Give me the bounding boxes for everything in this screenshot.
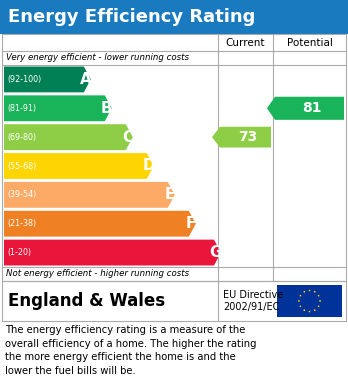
Polygon shape [308,289,311,292]
Text: (21-38): (21-38) [7,219,36,228]
Polygon shape [4,153,154,179]
Bar [277,285,342,317]
Text: (92-100): (92-100) [7,75,41,84]
Polygon shape [298,300,300,302]
Text: Current: Current [226,38,265,47]
Text: (55-68): (55-68) [7,161,36,170]
Polygon shape [314,309,316,311]
Text: Very energy efficient - lower running costs: Very energy efficient - lower running co… [6,54,189,63]
Text: Energy Efficiency Rating: Energy Efficiency Rating [8,8,255,26]
Text: 81: 81 [302,101,321,115]
Text: (81-91): (81-91) [7,104,36,113]
Polygon shape [212,127,271,147]
Text: England & Wales: England & Wales [8,292,165,310]
Polygon shape [4,95,112,121]
Text: (1-20): (1-20) [7,248,31,257]
Bar [0,0,348,34]
Text: (69-80): (69-80) [7,133,36,142]
Polygon shape [303,291,306,293]
Polygon shape [314,291,316,293]
Text: E: E [165,187,175,203]
Text: 73: 73 [238,130,257,144]
Polygon shape [4,66,91,92]
Polygon shape [299,294,302,297]
Polygon shape [4,182,175,208]
Text: Not energy efficient - higher running costs: Not energy efficient - higher running co… [6,269,189,278]
Text: D: D [142,158,155,174]
Bar [2,281,346,321]
Text: G: G [210,245,222,260]
Text: EU Directive
2002/91/EC: EU Directive 2002/91/EC [223,290,283,312]
Polygon shape [319,300,321,302]
Text: F: F [185,216,196,231]
Polygon shape [317,294,320,297]
Text: Potential: Potential [286,38,332,47]
Bar [2,34,346,281]
Polygon shape [303,309,306,311]
Text: C: C [122,130,133,145]
Polygon shape [308,310,311,313]
Polygon shape [4,211,196,237]
Text: B: B [101,101,113,116]
Polygon shape [4,124,133,150]
Polygon shape [4,240,221,265]
Polygon shape [317,305,320,307]
Text: A: A [80,72,92,87]
Text: (39-54): (39-54) [7,190,36,199]
Polygon shape [299,305,302,307]
Text: The energy efficiency rating is a measure of the
overall efficiency of a home. T: The energy efficiency rating is a measur… [5,325,256,376]
Polygon shape [267,97,344,120]
